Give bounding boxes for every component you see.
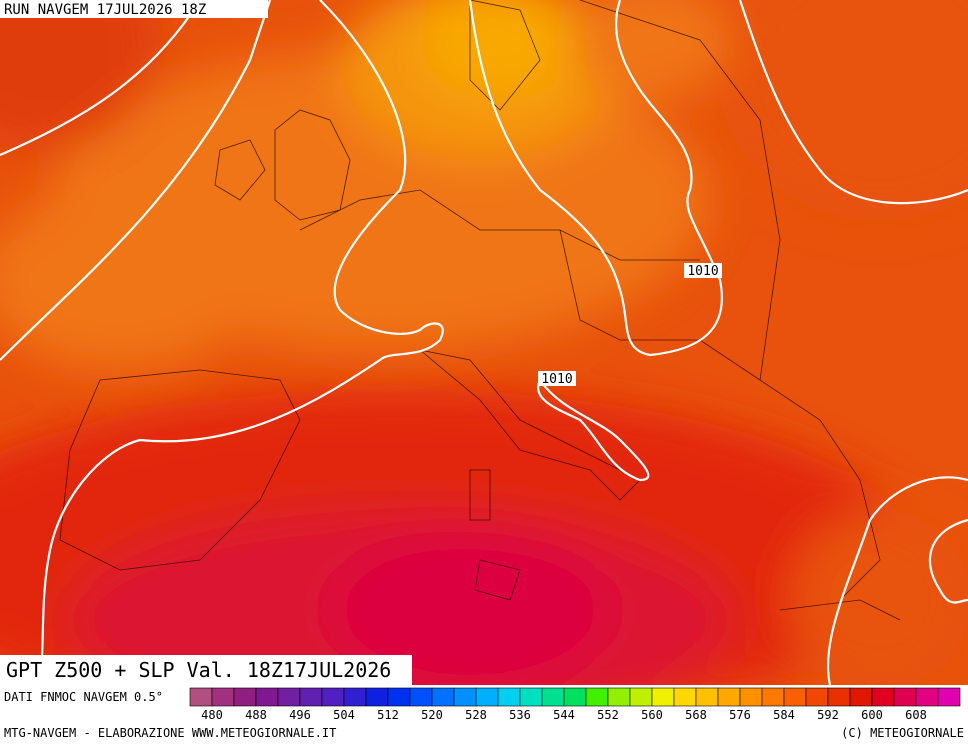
color-swatch: [563, 687, 587, 707]
color-label: 552: [597, 708, 619, 722]
color-label: 608: [905, 708, 927, 722]
color-swatch: [937, 687, 961, 707]
color-swatch: [277, 687, 301, 707]
color-label: 496: [289, 708, 311, 722]
color-swatch: [343, 687, 367, 707]
color-swatch: [189, 687, 213, 707]
footer-left: MTG-NAVGEM - ELABORAZIONE WWW.METEOGIORN…: [4, 726, 336, 740]
data-source: DATI FNMOC NAVGEM 0.5°: [4, 690, 163, 704]
color-label: 520: [421, 708, 443, 722]
footer-right: (C) METEOGIORNALE: [841, 726, 964, 740]
color-swatch: [497, 687, 521, 707]
color-swatch: [541, 687, 565, 707]
color-swatch: [673, 687, 697, 707]
color-swatch: [827, 687, 851, 707]
color-swatch: [299, 687, 323, 707]
color-swatch: [629, 687, 653, 707]
color-swatch: [365, 687, 389, 707]
color-swatch: [849, 687, 873, 707]
height-field: [0, 0, 968, 685]
map-title: GPT Z500 + SLP Val. 18Z17JUL2026: [6, 658, 391, 682]
color-label: 536: [509, 708, 531, 722]
color-swatch: [475, 687, 499, 707]
color-label: 544: [553, 708, 575, 722]
color-swatch: [783, 687, 807, 707]
color-swatch: [651, 687, 675, 707]
color-label: 584: [773, 708, 795, 722]
isobar-label-box: [538, 371, 576, 386]
color-swatch: [585, 687, 609, 707]
run-title: RUN NAVGEM 17JUL2026 18Z: [4, 2, 206, 18]
color-swatch: [805, 687, 829, 707]
color-label: 504: [333, 708, 355, 722]
color-swatch: [761, 687, 785, 707]
color-swatch: [915, 687, 939, 707]
isobar-label: 1010: [687, 264, 718, 279]
color-swatch: [387, 687, 411, 707]
color-swatch: [255, 687, 279, 707]
isobar-label: 1010: [541, 372, 572, 387]
color-label: 592: [817, 708, 839, 722]
color-swatch: [431, 687, 455, 707]
color-swatch: [519, 687, 543, 707]
color-swatch: [321, 687, 345, 707]
color-label: 480: [201, 708, 223, 722]
header-box: [0, 0, 268, 18]
color-label: 560: [641, 708, 663, 722]
color-swatch: [453, 687, 477, 707]
color-label: 600: [861, 708, 883, 722]
color-label: 576: [729, 708, 751, 722]
color-bar: 480 488 496 504 512 520 528 536 544 552 560 568 576 5…: [189, 687, 961, 722]
title-box: [0, 655, 412, 685]
color-swatch: [211, 687, 235, 707]
color-label: 512: [377, 708, 399, 722]
coastlines: [59, 0, 901, 621]
color-swatch: [739, 687, 763, 707]
color-swatch: [233, 687, 257, 707]
color-label: 528: [465, 708, 487, 722]
color-swatch: [607, 687, 631, 707]
color-label: 568: [685, 708, 707, 722]
color-swatch: [871, 687, 895, 707]
color-swatch: [717, 687, 741, 707]
color-label: 488: [245, 708, 267, 722]
color-swatch: [695, 687, 719, 707]
color-swatch: [893, 687, 917, 707]
color-swatch: [409, 687, 433, 707]
isobar-label-box: [684, 263, 722, 278]
isobars: [0, 0, 968, 686]
